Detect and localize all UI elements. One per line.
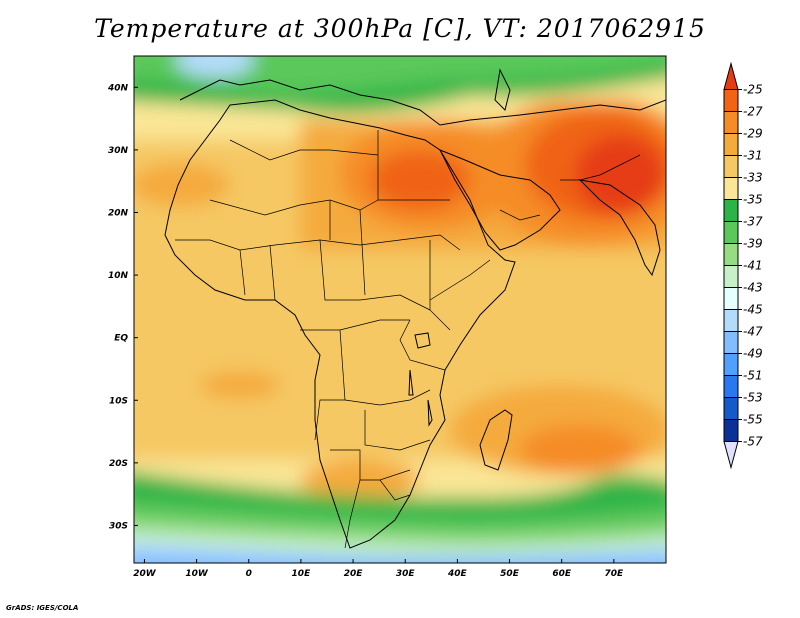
colorbar-swatch — [723, 375, 739, 398]
colorbar-label: -25 — [743, 83, 763, 97]
colorbar-label: -49 — [743, 347, 763, 361]
colorbar-label: -39 — [743, 237, 763, 251]
y-tick-label: 30N — [108, 146, 129, 156]
plot-frame — [133, 55, 667, 564]
colorbar-label: -37 — [743, 215, 763, 229]
y-tick-label: 10S — [109, 396, 128, 406]
colorbar-swatch — [723, 265, 739, 288]
africa-coastline — [164, 99, 516, 549]
x-tick-label: 20E — [344, 569, 364, 579]
colorbar-label: -27 — [743, 105, 763, 119]
coastline-layer — [164, 68, 666, 549]
x-tick-label: 0 — [246, 569, 252, 579]
lake-malawi — [427, 399, 433, 427]
x-tick-label: 70E — [604, 569, 624, 579]
x-tick-label: 10E — [292, 569, 312, 579]
lakes-layer — [408, 332, 433, 427]
x-tick-label: 50E — [500, 569, 520, 579]
y-tick-label: 10N — [108, 271, 129, 281]
footer-credit: GrADS: IGES/COLA — [6, 604, 79, 612]
temperature-field — [134, 56, 666, 563]
y-tick-label: 20N — [108, 208, 129, 218]
colorbar-swatch — [723, 309, 739, 332]
colorbar-label: -57 — [743, 435, 763, 449]
europe-coastline — [179, 79, 666, 126]
colorbar-swatch — [723, 199, 739, 222]
colorbar-label: -35 — [743, 193, 763, 207]
colorbar-swatch — [723, 61, 739, 90]
page-title: Temperature at 300hPa [C], VT: 201706291… — [94, 14, 706, 43]
madagascar-coastline — [479, 409, 513, 471]
colorbar-label: -33 — [743, 171, 763, 185]
colorbar-swatch — [723, 331, 739, 354]
colorbar-swatch — [723, 177, 739, 200]
colorbar-swatch — [723, 111, 739, 134]
country-borders — [175, 130, 641, 549]
colorbar-label: -55 — [743, 413, 763, 427]
y-tick-label: 40N — [107, 83, 129, 93]
colorbar-label: -41 — [743, 259, 763, 273]
colorbar-label: -53 — [743, 391, 763, 405]
colorbar-swatch — [723, 221, 739, 244]
x-tick-label: 30E — [396, 569, 416, 579]
colorbar-label: -45 — [743, 303, 763, 317]
colorbar-swatch — [723, 441, 739, 470]
colorbar-swatch — [723, 243, 739, 266]
caspian-coastline — [494, 68, 511, 111]
x-tick-label: 40E — [447, 569, 468, 579]
arabia-coastline — [438, 149, 561, 251]
colorbar-swatch — [723, 287, 739, 310]
india-coastline — [578, 179, 661, 277]
y-tick-label: 20S — [109, 459, 128, 469]
colorbar-label: -51 — [743, 369, 763, 383]
colorbar-swatch — [723, 89, 739, 112]
x-tick-label: 20W — [133, 569, 157, 579]
lake-tanganyika — [408, 369, 414, 396]
lake-victoria — [414, 332, 431, 349]
colorbar-swatch — [723, 419, 739, 442]
x-axis-ticks: 20W 10W 0 10E 20E 30E 40E 50E 60E 70E — [133, 559, 624, 579]
colorbar-label: -43 — [743, 281, 763, 295]
colorbar-label: -47 — [743, 325, 763, 339]
colorbar-swatch — [723, 133, 739, 156]
y-axis-ticks: 40N 30N 20N 10N EQ 10S 20S 30S — [107, 83, 138, 531]
colorbar: -25 -27 -29 -31 -33 -35 -37 -39 -41 -43 -45 -47 -49 -… — [723, 61, 763, 470]
colorbar-swatch — [723, 353, 739, 376]
x-tick-label: 60E — [552, 569, 572, 579]
colorbar-label: -29 — [743, 127, 763, 141]
colorbar-swatch — [723, 155, 739, 178]
x-tick-label: 10W — [185, 569, 209, 579]
y-tick-label: EQ — [114, 334, 128, 344]
y-tick-label: 30S — [109, 521, 128, 531]
colorbar-label: -31 — [743, 149, 763, 163]
colorbar-swatch — [723, 397, 739, 420]
